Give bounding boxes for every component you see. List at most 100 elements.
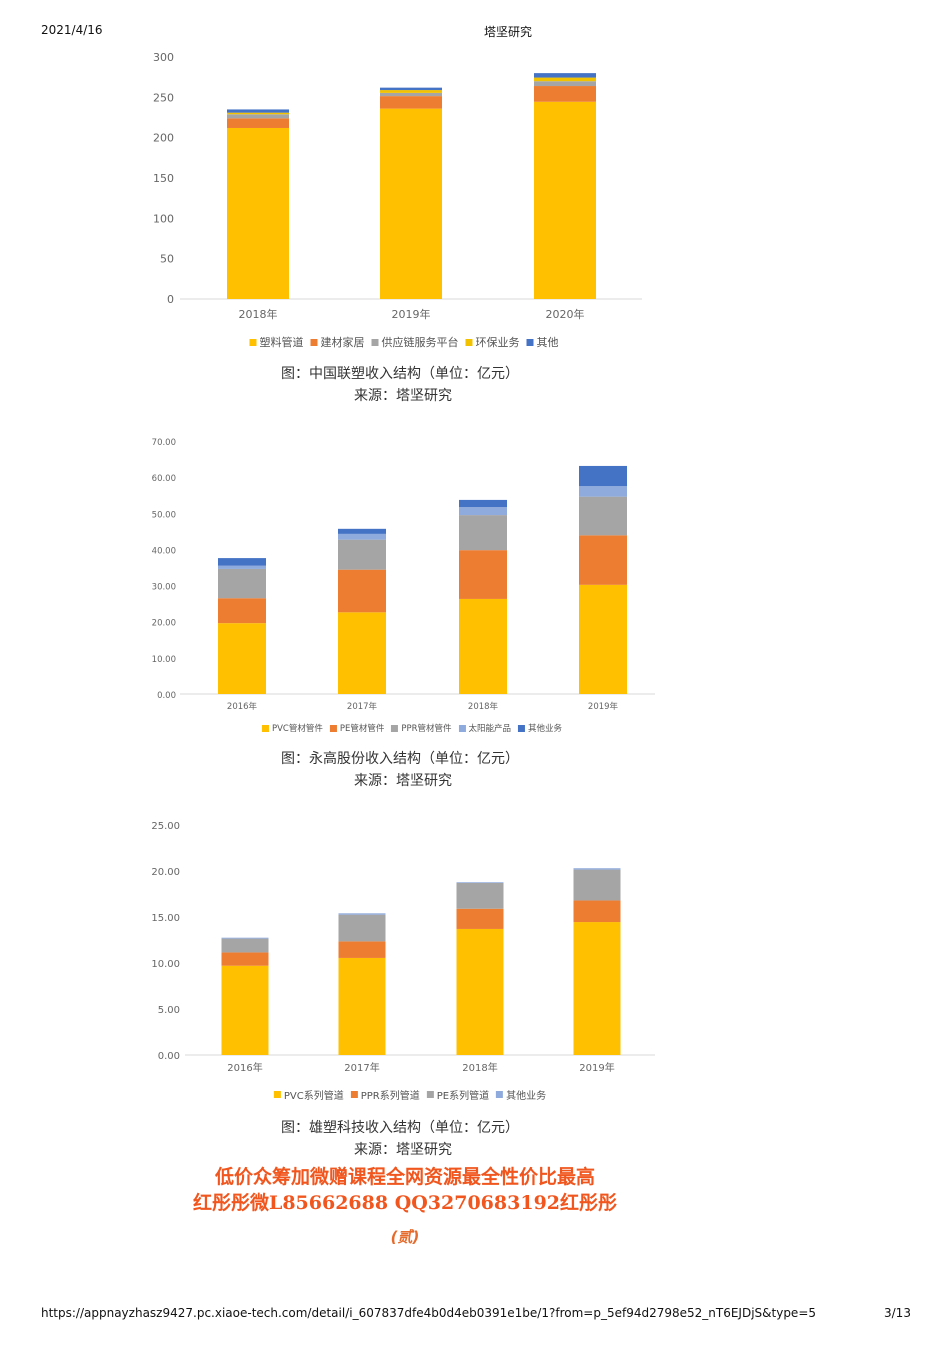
bar-segment-2019年-供应链服务平台 (380, 92, 442, 97)
footer-url[interactable]: https://appnayzhasz9427.pc.xiaoe-tech.co… (41, 1306, 817, 1320)
bar-segment-2017年-PPR管材管件 (338, 539, 386, 570)
bar-segment-2018年-PE系列管道 (456, 882, 504, 909)
y-tick-label: 20.00 (152, 619, 176, 629)
legend-label: 其他业务 (528, 724, 563, 734)
source-chart-1: 来源：塔坚研究 (354, 388, 452, 404)
y-tick-label: 250 (153, 91, 174, 104)
y-tick-label: 40.00 (152, 546, 176, 556)
legend-label: 供应链服务平台 (381, 336, 459, 349)
bar-segment-2018年-PVC管材管件 (459, 598, 507, 694)
bar-segment-2020年-建材家居 (534, 86, 596, 102)
legend-chart-1: 塑料管道 建材家居 供应链服务平台 环保业务 其他 (246, 334, 559, 350)
bar-segment-2019年-塑料管道 (380, 108, 442, 299)
y-tick-label: 150 (153, 172, 174, 185)
bar-segment-2020年-其他 (534, 73, 596, 78)
bar-segment-2018年-PVC系列管道 (456, 928, 504, 1055)
legend-label: PPR管材管件 (401, 724, 452, 734)
bar-segment-2018年-建材家居 (227, 118, 289, 128)
legend-label: PE系列管道 (436, 1091, 490, 1102)
caption-chart-1: 图：中国联塑收入结构（单位：亿元） (281, 366, 519, 382)
bar-segment-2019年-太阳能产品 (579, 486, 627, 497)
bar-segment-2017年-PPR系列管道 (338, 941, 386, 958)
y-tick-label: 20.00 (151, 867, 180, 878)
source-chart-3: 来源：塔坚研究 (354, 1142, 452, 1158)
bar-segment-2016年-太阳能产品 (218, 565, 266, 569)
bar-segment-2018年-太阳能产品 (459, 507, 507, 516)
bar-segment-2019年-环保业务 (380, 90, 442, 93)
legend-swatch (350, 1091, 358, 1098)
x-tick-label: 2018年 (239, 307, 278, 321)
y-tick-label: 0 (167, 293, 174, 306)
bar-segment-2016年-PPR管材管件 (218, 568, 266, 599)
legend-label: PPR系列管道 (360, 1091, 420, 1102)
bar-segment-2016年-PE系列管道 (221, 938, 269, 953)
y-tick-label: 0.00 (158, 1051, 180, 1062)
legend-label: 塑料管道 (259, 336, 304, 349)
bar-segment-2019年-PPR系列管道 (573, 900, 621, 923)
bar-segment-2019年-其他 (380, 87, 442, 91)
page-number: 3/13 (884, 1306, 911, 1320)
bar-segment-2017年-其他业务 (338, 913, 386, 915)
bar-segment-2016年-PVC管材管件 (218, 623, 266, 694)
bar-segment-2016年-其他业务 (218, 558, 266, 566)
bar-segment-2016年-PE管材管件 (218, 598, 266, 624)
x-tick-label: 2016年 (227, 1061, 262, 1074)
legend-label: PVC管材管件 (271, 724, 323, 734)
legend-chart-3: PVC系列管道 PPR系列管道 PE系列管道 其他业务 (270, 1087, 546, 1102)
bar-segment-2016年-其他业务 (221, 937, 269, 939)
bar-segment-2016年-PPR系列管道 (221, 952, 269, 966)
y-tick-label: 15.00 (151, 913, 180, 924)
bar-segment-2018年-PPR系列管道 (456, 908, 504, 929)
legend-swatch (391, 724, 399, 732)
y-tick-label: 5.00 (158, 1005, 180, 1016)
bar-segment-2019年-PVC系列管道 (573, 922, 621, 1055)
bar-segment-2016年-PVC系列管道 (221, 965, 269, 1055)
legend-swatch (518, 724, 526, 732)
legend-label: 环保业务 (475, 336, 520, 349)
legend-swatch (310, 338, 318, 346)
bar-segment-2018年-其他 (227, 109, 289, 113)
y-tick-label: 50.00 (152, 510, 176, 520)
x-tick-label: 2018年 (468, 701, 499, 712)
bar-segment-2019年-PE管材管件 (579, 535, 627, 585)
y-tick-label: 60.00 (152, 474, 176, 484)
legend-chart-2: PVC管材管件 PE管材管件 PPR管材管件 太阳能产品 其他业务 (258, 722, 562, 734)
legend-swatch (426, 1091, 434, 1098)
bar-segment-2017年-PVC管材管件 (338, 612, 386, 694)
bar-segment-2020年-供应链服务平台 (534, 81, 596, 87)
y-tick-label: 10.00 (152, 655, 176, 665)
legend-swatch (329, 724, 337, 732)
bar-segment-2018年-供应链服务平台 (227, 114, 289, 119)
y-tick-label: 100 (153, 212, 174, 225)
legend-label: 其他业务 (506, 1091, 547, 1102)
y-tick-label: 0.00 (157, 691, 176, 701)
print-date: 2021/4/16 (41, 23, 103, 37)
x-tick-label: 2020年 (546, 307, 585, 321)
x-tick-label: 2018年 (462, 1061, 497, 1074)
bar-segment-2019年-PE系列管道 (573, 869, 621, 901)
caption-chart-3: 图：雄塑科技收入结构（单位：亿元） (281, 1120, 519, 1136)
section-marker: (贰) (390, 1228, 420, 1246)
bar-segment-2017年-其他业务 (338, 528, 386, 534)
bar-segment-2020年-塑料管道 (534, 101, 596, 300)
x-tick-label: 2019年 (392, 307, 431, 321)
bar-segment-2018年-塑料管道 (227, 127, 289, 299)
x-tick-label: 2016年 (227, 701, 258, 712)
x-tick-label: 2017年 (344, 1061, 379, 1074)
x-tick-label: 2019年 (579, 1061, 614, 1074)
bar-segment-2020年-环保业务 (534, 77, 596, 82)
legend-swatch (526, 338, 534, 346)
y-tick-label: 50 (160, 253, 174, 266)
bar-segment-2019年-建材家居 (380, 96, 442, 109)
legend-swatch (273, 1091, 281, 1098)
page-header-title: 塔坚研究 (484, 25, 533, 39)
bar-segment-2017年-PVC系列管道 (338, 957, 386, 1055)
x-tick-label: 2019年 (588, 701, 619, 712)
y-tick-label: 200 (153, 132, 174, 145)
y-tick-label: 30.00 (152, 583, 176, 593)
legend-swatch (465, 338, 473, 346)
bar-segment-2019年-其他业务 (573, 868, 621, 870)
legend-swatch (458, 724, 466, 732)
legend-label: 其他 (536, 336, 559, 349)
y-tick-label: 10.00 (151, 959, 180, 970)
